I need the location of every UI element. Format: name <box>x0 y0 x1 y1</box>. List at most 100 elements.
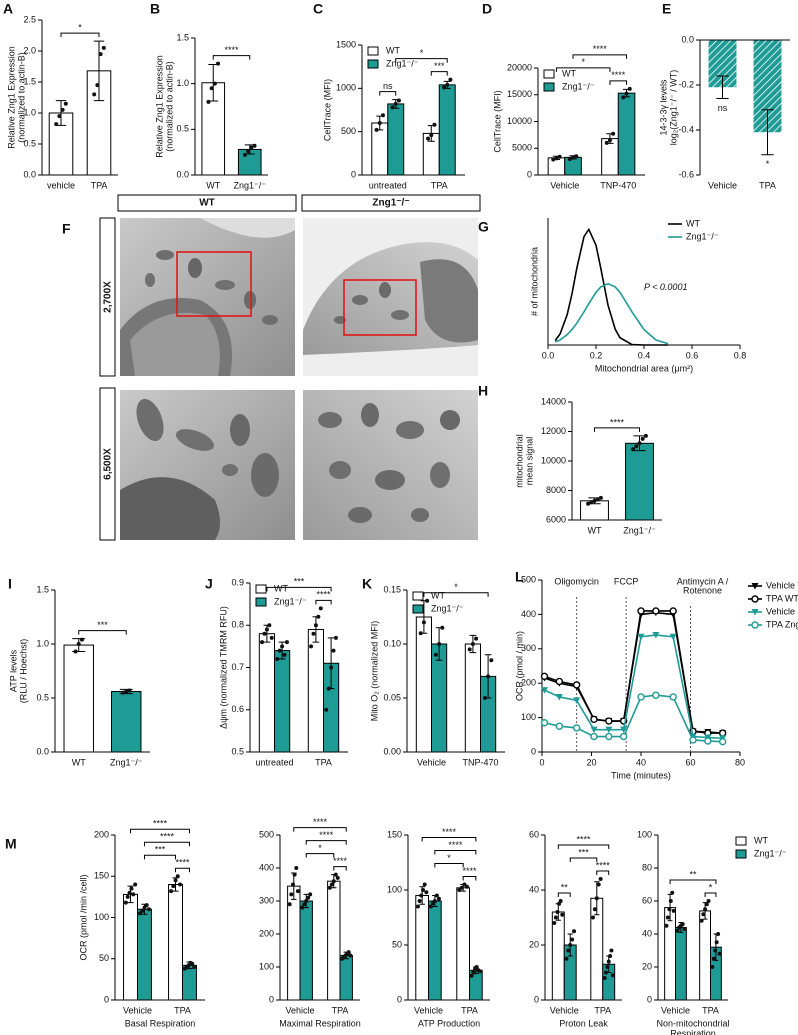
data-point <box>607 138 612 143</box>
data-point <box>73 649 78 654</box>
x-tick-label: TPA <box>332 1005 349 1015</box>
y-tick-label: 300 <box>259 895 274 905</box>
x-tick-label: 0.4 <box>638 350 651 360</box>
data-point <box>631 447 636 452</box>
significance-label: **** <box>448 840 463 850</box>
data-point <box>280 644 285 649</box>
data-point <box>123 900 128 905</box>
bar <box>258 633 275 753</box>
x-tick-label: 0.2 <box>590 350 603 360</box>
data-point <box>346 950 351 955</box>
data-point <box>335 875 340 880</box>
marker <box>619 732 628 741</box>
y-tick-label: 0.5 <box>36 692 49 702</box>
bar <box>327 880 341 1001</box>
significance-label: *** <box>294 577 305 587</box>
y-axis-label: (normalized to actin-B) <box>164 61 174 152</box>
data-point <box>643 433 648 438</box>
row-header: 2,700X <box>103 281 114 313</box>
x-tick-label: Zng1⁻/⁻ <box>233 180 266 190</box>
data-point <box>380 113 385 118</box>
legend-swatch <box>255 597 267 607</box>
data-point <box>442 85 447 90</box>
significance-label: * <box>581 57 585 67</box>
significance-bracket <box>555 67 611 72</box>
significance-bracket <box>395 58 448 63</box>
significance-bracket <box>315 599 332 605</box>
marker <box>590 715 598 724</box>
data-point <box>282 652 287 657</box>
data-point <box>552 921 557 925</box>
data-point <box>424 890 429 895</box>
data-point <box>422 882 427 887</box>
data-point <box>434 893 439 898</box>
data-point <box>637 441 642 446</box>
marker <box>704 737 712 745</box>
data-point <box>717 951 722 956</box>
bar <box>428 900 442 1001</box>
data-point <box>437 642 442 646</box>
data-point <box>606 959 611 964</box>
data-point <box>417 899 422 903</box>
data-point <box>670 890 675 895</box>
data-point <box>101 45 106 50</box>
marker <box>572 681 581 689</box>
x-tick-label: TPA <box>461 1005 478 1015</box>
error-bar <box>761 109 774 156</box>
significance-label: ** <box>689 869 697 879</box>
data-point <box>175 874 180 879</box>
marker <box>689 736 697 744</box>
y-tick-label: 0.0 <box>23 169 36 179</box>
data-point <box>133 882 138 887</box>
significance-bracket <box>305 840 347 845</box>
data-point <box>311 631 316 636</box>
data-point <box>374 127 379 132</box>
x-tick-label: 60 <box>685 757 695 767</box>
data-point <box>590 915 595 920</box>
data-point <box>98 52 103 57</box>
marker <box>555 677 564 686</box>
significance-label: **** <box>442 827 457 837</box>
data-point <box>555 910 560 914</box>
x-axis-label: Mitochondrial area (μm²) <box>595 363 693 373</box>
data-point <box>127 890 132 895</box>
data-point <box>598 877 603 881</box>
significance-bracket <box>434 850 477 855</box>
data-point <box>295 889 300 894</box>
x-tick-label: Vehicle <box>708 180 737 190</box>
panel-label: L <box>515 569 524 585</box>
y-axis-label: mitochondrial <box>514 434 524 488</box>
y-tick-label: 40 <box>642 928 652 938</box>
marker <box>555 693 563 701</box>
data-point <box>425 598 430 603</box>
y-axis-label: # of mitochondria <box>529 247 539 316</box>
bar <box>664 907 677 1001</box>
data-point <box>426 136 431 141</box>
legend-swatch <box>412 591 424 601</box>
x-tick-label: 80 <box>735 757 745 767</box>
bar <box>123 893 139 1001</box>
significance-bracket <box>572 54 628 59</box>
y-tick-label: 8000 <box>546 485 566 495</box>
data-point <box>469 973 474 978</box>
y-tick-label: 0.7 <box>231 662 244 672</box>
panel-label: D <box>482 1 492 17</box>
data-point <box>326 686 331 691</box>
marker <box>555 722 564 730</box>
significance-label: * <box>709 882 713 892</box>
bar <box>551 911 565 1001</box>
data-point <box>292 872 297 877</box>
column-header: Zng1⁻/⁻ <box>372 198 409 209</box>
bar <box>438 84 456 176</box>
marker <box>751 583 759 590</box>
marker <box>605 717 613 725</box>
y-tick-label: 20 <box>529 939 539 949</box>
x-tick-label: Zng1⁻/⁻ <box>623 525 656 535</box>
significance-label: **** <box>333 856 348 866</box>
legend-label: Zng1⁻/⁻ <box>386 58 419 68</box>
y-tick-label: 2.0 <box>23 45 36 55</box>
y-tick-label: 40 <box>529 884 539 894</box>
bar <box>625 442 654 521</box>
bar <box>339 954 353 1001</box>
data-point <box>348 953 353 958</box>
